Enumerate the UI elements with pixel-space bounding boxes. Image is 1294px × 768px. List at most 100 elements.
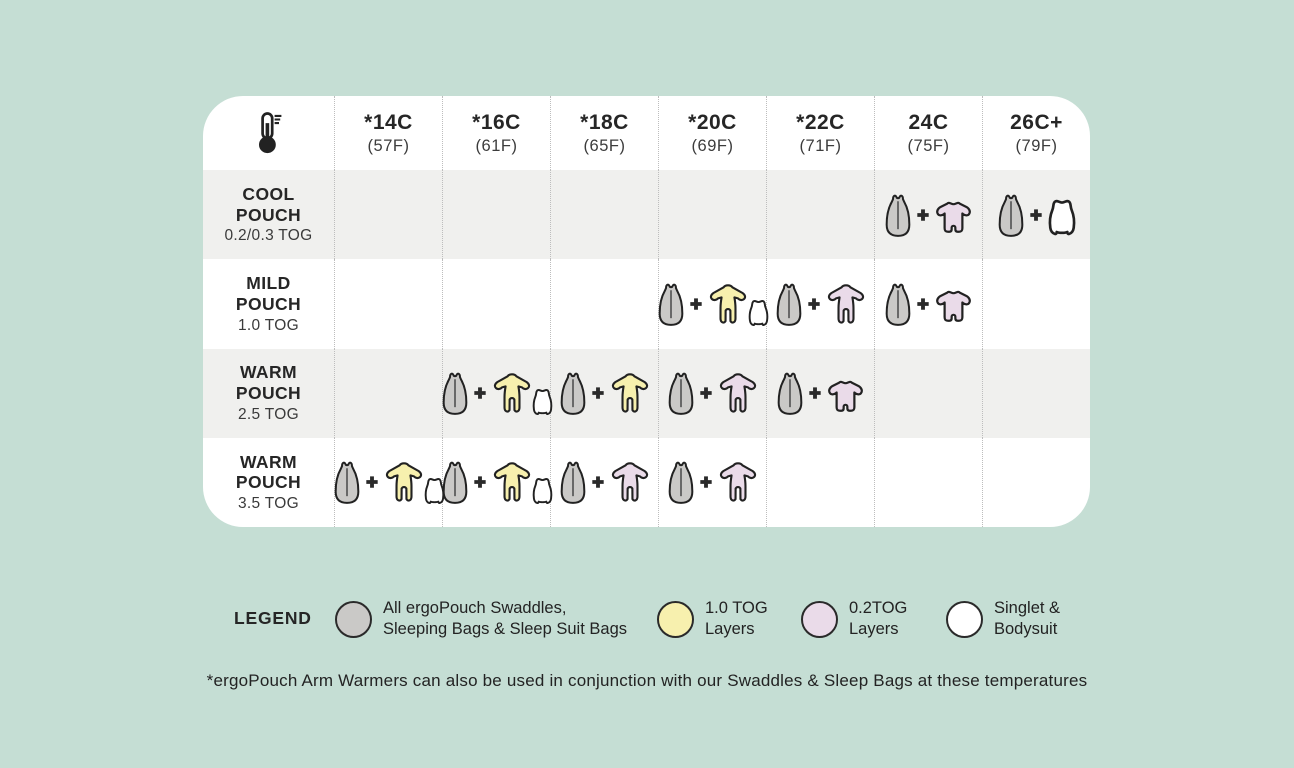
tog02-swatch-icon: [801, 600, 838, 638]
row-tog: 0.2/0.3 TOG: [224, 227, 313, 245]
thermometer-icon: [253, 111, 285, 156]
legend-item-text: Singlet & Bodysuit: [994, 598, 1061, 638]
plus-icon: [591, 386, 605, 400]
table-cell: [874, 437, 982, 527]
row-name: COOL POUCH: [235, 183, 302, 225]
column-header-14c: *14C (57F): [334, 96, 442, 170]
temp-c-label: *16C: [472, 110, 521, 134]
singlet-swatch-icon: [946, 600, 983, 638]
table-cell: [982, 348, 1090, 438]
temp-f-label: (75F): [907, 136, 950, 155]
singlet-icon: [532, 478, 552, 505]
row-name: WARM POUCH: [235, 451, 302, 493]
table-cell: [982, 259, 1090, 349]
sleeping-bag-icon: [997, 194, 1024, 237]
plus-icon: [916, 208, 930, 222]
plus-icon: [699, 386, 713, 400]
sleeping-bag-icon: [667, 461, 694, 505]
sleeping-bag-icon: [559, 461, 586, 505]
sleeping-bag-icon: [441, 372, 468, 416]
legend: LEGEND All ergoPouch Swaddles, Sleeping …: [0, 597, 1294, 641]
plus-icon: [365, 475, 379, 489]
column-header-20c: *20C (69F): [658, 96, 766, 170]
sleepsuit-0.2tog-icon: [719, 373, 756, 413]
table-cell: [657, 259, 768, 349]
temp-c-label: *20C: [688, 110, 737, 134]
table-corner-cell: [203, 96, 334, 170]
table-cell: [441, 437, 552, 527]
column-header-16c: *16C (61F): [442, 96, 550, 170]
column-header-26c: 26C+ (79F): [982, 96, 1090, 170]
row-label-cell: COOL POUCH 0.2/0.3 TOG: [203, 170, 334, 260]
sleepsuit-0.2tog-icon: [827, 283, 864, 324]
temp-f-label: (61F): [475, 136, 518, 155]
table-cell: [982, 437, 1090, 527]
table-cell: [442, 170, 550, 260]
temp-f-label: (71F): [799, 136, 842, 155]
table-cell: [441, 348, 552, 438]
legend-item-text: 0.2TOG Layers: [849, 598, 908, 638]
sleeping-bag-icon: [559, 372, 586, 416]
sleepsuit-1.0tog-icon: [385, 462, 422, 503]
plus-icon: [699, 475, 713, 489]
sleeping-bag-icon: [775, 283, 802, 326]
sleeping-bag-icon: [777, 372, 803, 416]
singlet-icon: [748, 299, 768, 327]
sleeping-bag-icon: [885, 283, 911, 326]
sleeping-bag-icon: [333, 461, 360, 505]
legend-item-tog02: 0.2TOG Layers: [801, 597, 907, 641]
row-label-cell: WARM POUCH 3.5 TOG: [203, 438, 334, 527]
singlet-icon: [532, 388, 552, 416]
plus-icon: [473, 386, 487, 400]
sleeping-bag-icon: [657, 283, 684, 326]
temp-c-label: *18C: [580, 110, 629, 134]
table-cell: [550, 259, 658, 349]
table-cell: [442, 259, 550, 349]
row-name: MILD POUCH: [235, 273, 302, 314]
sleepsuit-1.0tog-icon: [493, 373, 530, 413]
temperature-table-card: *14C (57F) *16C (61F) *18C (65F) *20C (69F) *22C…: [203, 96, 1090, 527]
table-cell: [766, 259, 874, 349]
table-cell: [874, 348, 982, 438]
legend-label: LEGEND: [234, 608, 312, 628]
sleepsuit-0.2tog-icon: [719, 462, 756, 503]
table-cell: [766, 170, 874, 260]
legend-item-singlet: Singlet & Bodysuit: [946, 597, 1060, 641]
legend-item-text: All ergoPouch Swaddles, Sleeping Bags & …: [383, 598, 627, 638]
plus-icon: [1029, 208, 1043, 222]
column-header-18c: *18C (65F): [550, 96, 658, 170]
legend-item-swaddle: All ergoPouch Swaddles, Sleeping Bags & …: [335, 597, 627, 641]
temp-c-label: *14C: [364, 110, 413, 134]
table-cell: [766, 437, 874, 527]
table-cell: [550, 170, 658, 260]
swaddle-swatch-icon: [335, 600, 372, 638]
row-label-cell: MILD POUCH 1.0 TOG: [203, 259, 334, 348]
romper-0.2tog-icon: [936, 291, 971, 323]
temp-f-label: (65F): [583, 136, 626, 155]
table-cell: [874, 170, 982, 260]
tog-table-grid: *14C (57F) *16C (61F) *18C (65F) *20C (69F) *22C…: [203, 96, 1090, 527]
table-cell: [766, 348, 874, 438]
table-cell: [658, 170, 766, 260]
table-cell: [982, 170, 1090, 260]
table-cell: [333, 437, 444, 527]
column-header-22c: *22C (71F): [766, 96, 874, 170]
table-cell: [658, 437, 766, 527]
plus-icon: [808, 386, 822, 400]
sleepsuit-1.0tog-icon: [709, 283, 746, 324]
row-name: WARM POUCH: [235, 362, 302, 404]
plus-icon: [473, 475, 487, 489]
temp-c-label: 26C+: [1010, 110, 1063, 134]
temp-c-label: *22C: [796, 110, 845, 134]
tog10-swatch-icon: [657, 600, 694, 638]
sleeping-bag-icon: [667, 372, 694, 416]
column-header-24c: 24C (75F): [874, 96, 982, 170]
temp-c-label: 24C: [908, 110, 949, 134]
temp-f-label: (69F): [691, 136, 734, 155]
temp-f-label: (57F): [367, 136, 410, 155]
row-tog: 1.0 TOG: [238, 316, 299, 334]
table-cell: [550, 437, 658, 527]
romper-0.2tog-icon: [828, 380, 863, 412]
row-tog: 3.5 TOG: [238, 495, 299, 513]
plus-icon: [591, 475, 605, 489]
